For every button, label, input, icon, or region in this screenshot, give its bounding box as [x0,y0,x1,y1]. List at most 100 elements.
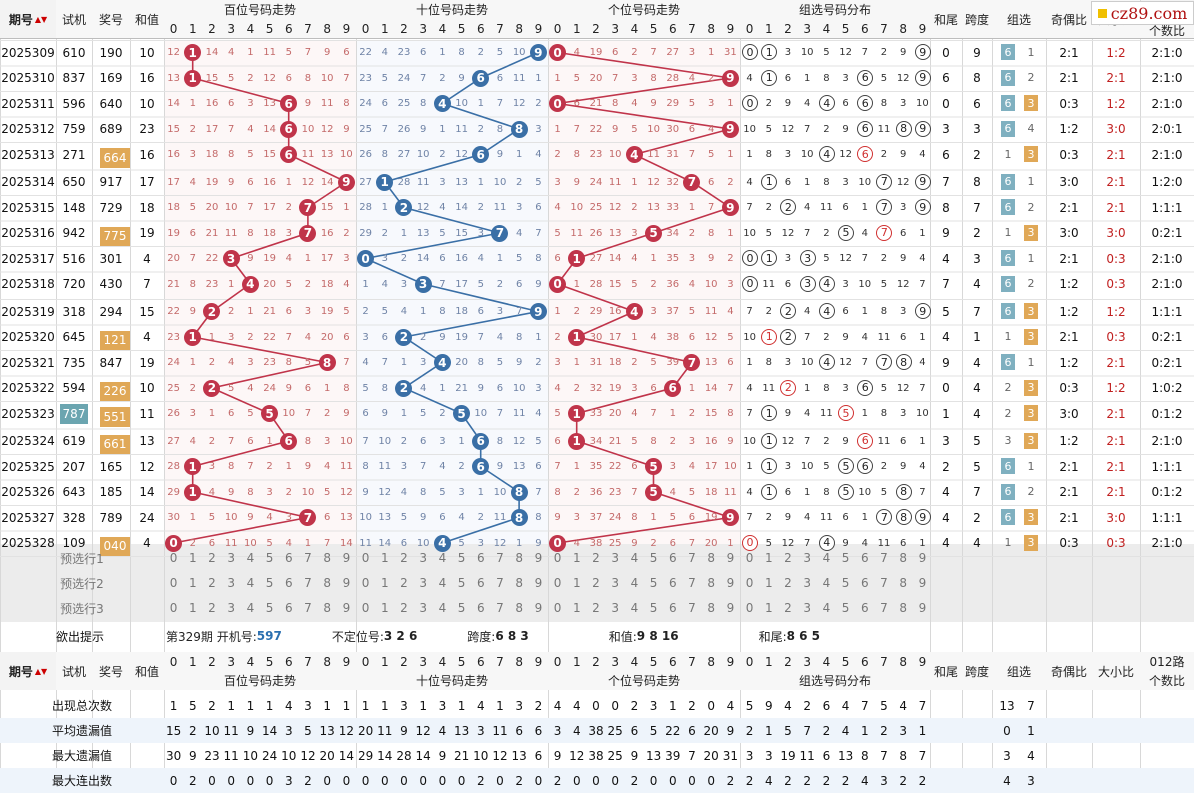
footer-period-header[interactable]: 期号 ▲▼ [0,652,56,690]
preselect-digit[interactable]: 8 [515,601,523,615]
preselect-digit[interactable]: 6 [284,601,293,615]
preselect-digit[interactable]: 8 [707,576,715,590]
preselect-digit[interactable]: 1 [764,601,773,615]
preselect-digit[interactable]: 1 [764,576,773,590]
sort-arrow-icon[interactable]: ▲▼ [34,14,48,24]
preselect-digit[interactable]: 1 [380,576,389,590]
preselect-digit[interactable]: 5 [265,551,274,565]
preselect-digit[interactable]: 1 [188,551,197,565]
preselect-digit[interactable]: 0 [745,601,754,615]
preselect-digit[interactable]: 9 [534,576,543,590]
preselect-digit[interactable]: 9 [918,601,927,615]
preselect-digit[interactable]: 0 [169,601,178,615]
preselect-digit[interactable]: 7 [304,551,312,565]
preselect-digit[interactable]: 3 [803,551,811,565]
preselect-digit[interactable]: 8 [323,601,331,615]
preselect-digit[interactable]: 5 [457,576,466,590]
preselect-digit[interactable]: 7 [880,576,888,590]
preselect-digit[interactable]: 5 [841,551,850,565]
preselect-digit[interactable]: 4 [246,576,255,590]
preselect-digit[interactable]: 4 [438,601,447,615]
preselect-digit[interactable]: 6 [668,551,677,565]
preselect-digit[interactable]: 5 [265,601,274,615]
preselect-digit[interactable]: 8 [707,551,715,565]
preselect-digit[interactable]: 1 [572,601,581,615]
preselect-digit[interactable]: 1 [188,576,197,590]
preselect-digit[interactable]: 4 [630,576,639,590]
preselect-digit[interactable]: 1 [764,551,773,565]
preselect-digit[interactable]: 9 [534,551,543,565]
preselect-digit[interactable]: 9 [726,551,735,565]
preselect-digit[interactable]: 0 [361,601,370,615]
preselect-digit[interactable]: 0 [169,551,178,565]
preselect-digit[interactable]: 2 [400,601,408,615]
preselect-digit[interactable]: 1 [380,551,389,565]
preselect-digit[interactable]: 7 [688,551,696,565]
preselect-digit[interactable]: 3 [419,551,427,565]
preselect-digit[interactable]: 7 [496,601,504,615]
preselect-digit[interactable]: 2 [784,551,792,565]
preselect-digit[interactable]: 3 [419,576,427,590]
preselect-digit[interactable]: 0 [361,576,370,590]
preselect-digit[interactable]: 3 [419,601,427,615]
preselect-digit[interactable]: 2 [208,551,216,565]
preselect-digit[interactable]: 6 [668,576,677,590]
preselect-digit[interactable]: 7 [880,551,888,565]
preselect-digit[interactable]: 3 [611,576,619,590]
preselect-digit[interactable]: 5 [649,551,658,565]
preselect-digit[interactable]: 4 [246,551,255,565]
preselect-digit[interactable]: 3 [803,601,811,615]
preselect-digit[interactable]: 6 [860,601,869,615]
preselect-digit[interactable]: 4 [822,601,831,615]
preselect-digit[interactable]: 6 [476,576,485,590]
preselect-digit[interactable]: 8 [515,551,523,565]
preselect-digit[interactable]: 7 [688,601,696,615]
preselect-digit[interactable]: 6 [668,601,677,615]
preselect-digit[interactable]: 4 [438,576,447,590]
preselect-digit[interactable]: 0 [361,551,370,565]
preselect-digit[interactable]: 9 [726,601,735,615]
preselect-digit[interactable]: 9 [918,551,927,565]
preselect-digit[interactable]: 7 [496,576,504,590]
preselect-digit[interactable]: 4 [630,601,639,615]
site-logo[interactable]: cz89.com [1091,1,1194,25]
preselect-digit[interactable]: 2 [400,551,408,565]
sort-arrow-icon[interactable]: ▲▼ [34,666,48,676]
preselect-digit[interactable]: 6 [860,551,869,565]
preselect-digit[interactable]: 2 [592,551,600,565]
preselect-digit[interactable]: 5 [649,601,658,615]
preselect-digit[interactable]: 2 [592,576,600,590]
preselect-digit[interactable]: 0 [745,551,754,565]
preselect-digit[interactable]: 5 [457,601,466,615]
preselect-digit[interactable]: 6 [476,551,485,565]
preselect-digit[interactable]: 7 [496,551,504,565]
preselect-digit[interactable]: 7 [304,601,312,615]
preselect-digit[interactable]: 9 [342,551,351,565]
preselect-digit[interactable]: 7 [880,601,888,615]
preselect-digit[interactable]: 9 [726,576,735,590]
preselect-digit[interactable]: 3 [227,601,235,615]
preselect-digit[interactable]: 4 [822,576,831,590]
preselect-digit[interactable]: 3 [611,601,619,615]
preselect-digit[interactable]: 3 [227,576,235,590]
preselect-digit[interactable]: 7 [304,576,312,590]
preselect-digit[interactable]: 0 [745,576,754,590]
preselect-digit[interactable]: 4 [630,551,639,565]
preselect-digit[interactable]: 0 [553,576,562,590]
preselect-digit[interactable]: 8 [515,576,523,590]
preselect-digit[interactable]: 5 [841,576,850,590]
preselect-digit[interactable]: 2 [208,601,216,615]
preselect-digit[interactable]: 0 [553,551,562,565]
preselect-digit[interactable]: 8 [707,601,715,615]
preselect-digit[interactable]: 1 [188,601,197,615]
preselect-digit[interactable]: 2 [208,576,216,590]
preselect-digit[interactable]: 9 [342,601,351,615]
preselect-digit[interactable]: 8 [899,601,907,615]
preselect-digit[interactable]: 1 [572,576,581,590]
preselect-digit[interactable]: 8 [323,551,331,565]
preselect-digit[interactable]: 2 [784,601,792,615]
preselect-digit[interactable]: 2 [592,601,600,615]
preselect-digit[interactable]: 3 [227,551,235,565]
preselect-digit[interactable]: 1 [380,601,389,615]
preselect-digit[interactable]: 6 [284,551,293,565]
